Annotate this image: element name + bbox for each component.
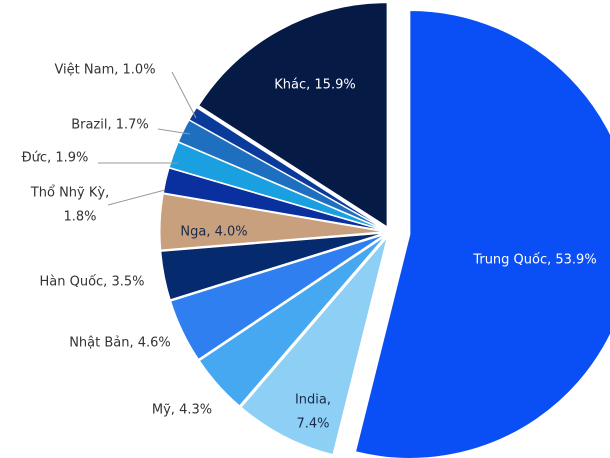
data-label: 1.8% xyxy=(63,210,96,225)
leader-line xyxy=(107,189,166,206)
data-label: Nhật Bản, 4.6% xyxy=(69,336,171,351)
data-label: Hàn Quốc, 3.5% xyxy=(40,275,145,290)
data-label: Đức, 1.9% xyxy=(22,151,89,166)
data-label: Thổ Nhỹ Kỳ, xyxy=(30,186,109,201)
pie-slice xyxy=(177,119,385,230)
pie-slice xyxy=(162,167,385,232)
data-label: 7.4% xyxy=(296,417,329,432)
pie-slice xyxy=(240,237,388,456)
data-label: Brazil, 1.7% xyxy=(71,118,149,133)
leader-line xyxy=(171,71,197,119)
data-label: India, xyxy=(295,393,331,408)
pie-slice xyxy=(160,232,385,301)
pie-slice xyxy=(168,141,385,231)
pie-slice xyxy=(170,234,385,361)
data-label: Nga, 4.0% xyxy=(180,225,247,240)
pie-slice xyxy=(354,9,610,458)
pie-slice xyxy=(159,193,385,251)
data-label: Trung Quốc, 53.9% xyxy=(472,253,596,268)
data-label: Việt Nam, 1.0% xyxy=(54,63,155,78)
pie-slice xyxy=(198,235,386,407)
pie-slice xyxy=(188,107,386,230)
data-label: Khác, 15.9% xyxy=(274,78,355,93)
pie-slice xyxy=(198,2,388,228)
leader-line xyxy=(157,128,191,135)
data-label: Mỹ, 4.3% xyxy=(152,403,212,418)
